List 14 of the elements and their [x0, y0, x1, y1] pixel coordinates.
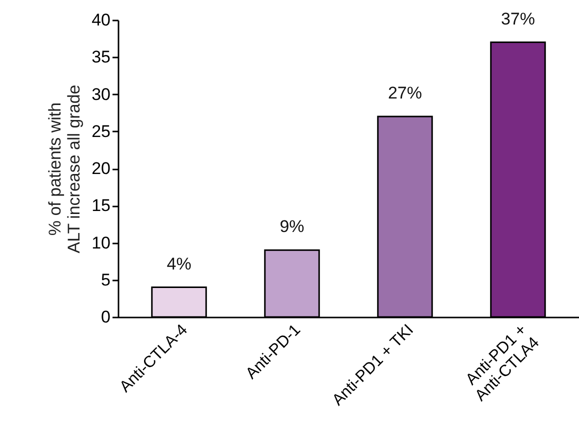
- y-tick-label: 20: [92, 159, 110, 178]
- y-tick-label: 5: [101, 270, 110, 290]
- y-tick-label: 10: [92, 233, 110, 252]
- data-label: 4%: [166, 254, 192, 274]
- y-tick-label: 35: [92, 48, 110, 67]
- y-tick-label: 25: [92, 122, 110, 141]
- y-axis-title: % of patients with ALT increase all grade: [46, 84, 84, 254]
- y-tick-label: 15: [92, 196, 110, 216]
- y-tick-label: 40: [92, 10, 110, 30]
- data-label: 37%: [500, 9, 535, 28]
- data-label: 27%: [388, 84, 422, 103]
- data-label: 9%: [280, 217, 304, 236]
- y-tick-label: 30: [92, 84, 110, 104]
- y-tick-label: 0: [101, 308, 110, 326]
